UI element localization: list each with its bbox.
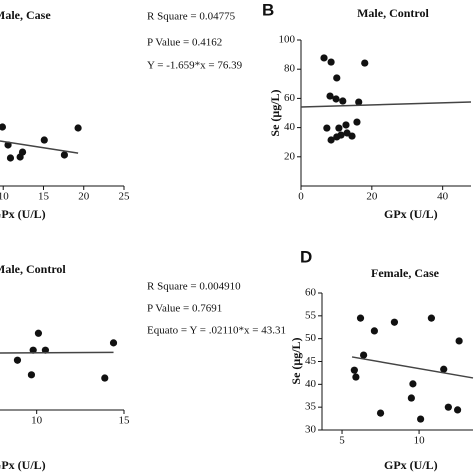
point: [352, 373, 360, 381]
x-axis-label: GPx (U/L): [384, 458, 438, 472]
point: [41, 346, 50, 354]
point: [327, 58, 335, 66]
point: [370, 327, 378, 335]
point: [360, 351, 368, 359]
point: [361, 59, 369, 67]
point: [109, 339, 118, 347]
point: [60, 151, 69, 159]
point: [339, 97, 347, 105]
y-tick-label: 55: [305, 309, 317, 321]
x-tick-label: 15: [119, 415, 131, 427]
annotation: R Square = 0.04775: [147, 11, 236, 23]
point: [390, 318, 399, 326]
x-tick-label: 20: [78, 191, 90, 203]
y-axis-label: Se (μg/L): [268, 89, 282, 136]
point: [27, 371, 36, 379]
point: [101, 374, 109, 382]
panel-title: Male, Case: [0, 8, 51, 22]
point: [18, 148, 27, 156]
y-tick-label: 20: [284, 150, 296, 162]
x-axis-label: GPx (U/L): [384, 207, 438, 221]
panel-title: Female, Case: [371, 266, 440, 280]
x-tick-label: 10: [31, 415, 43, 427]
panel-title: Male, Control: [0, 262, 66, 276]
x-tick-label: 5: [339, 435, 345, 447]
point: [376, 409, 385, 417]
x-axis-label: GPx (U/L): [0, 458, 46, 472]
x-axis-label: GPx (U/L): [0, 207, 46, 221]
panel-label: D: [300, 247, 312, 266]
y-tick-label: 35: [305, 401, 317, 413]
point: [343, 129, 351, 137]
point: [440, 365, 448, 373]
point: [353, 118, 361, 126]
point: [6, 154, 15, 162]
point: [455, 337, 463, 345]
panel-label: B: [262, 0, 274, 19]
trend-line: [351, 356, 474, 379]
point: [0, 123, 7, 131]
y-tick-label: 45: [305, 355, 317, 367]
y-tick-label: 80: [284, 63, 296, 75]
point: [342, 121, 350, 129]
point: [29, 346, 37, 354]
point: [320, 54, 328, 62]
x-tick-label: 0: [298, 191, 304, 203]
point: [40, 136, 48, 144]
x-tick-label: 25: [119, 191, 131, 203]
point: [34, 329, 43, 337]
x-tick-label: 10: [0, 191, 9, 203]
trend-line: [0, 140, 79, 154]
annotation: Equato = Y = .02110*x = 43.31: [147, 325, 286, 337]
y-tick-label: 60: [305, 287, 317, 299]
point: [333, 74, 341, 82]
point: [323, 124, 331, 132]
point: [333, 133, 341, 141]
point: [409, 380, 417, 388]
y-tick-label: 60: [284, 92, 296, 104]
annotation: P Value = 0.4162: [147, 37, 222, 49]
annotation: P Value = 0.7691: [147, 303, 222, 315]
point: [332, 95, 340, 103]
y-tick-label: 100: [279, 34, 296, 46]
annotation: Y = -1.659*x = 76.39: [147, 60, 243, 72]
panel-title: Male, Control: [357, 6, 429, 20]
x-tick-label: 40: [437, 191, 449, 203]
point: [350, 366, 358, 374]
point: [356, 314, 365, 322]
annotation: R Square = 0.004910: [147, 281, 241, 293]
point: [355, 98, 363, 106]
point: [13, 356, 22, 364]
point: [444, 403, 452, 411]
trend-line: [0, 351, 114, 354]
point: [453, 406, 462, 414]
point: [407, 394, 415, 402]
trend-line: [300, 101, 472, 108]
y-tick-label: 40: [305, 378, 317, 390]
x-tick-label: 15: [38, 191, 50, 203]
point: [335, 124, 343, 132]
point: [74, 124, 82, 132]
y-tick-label: 30: [305, 424, 317, 436]
point: [327, 136, 335, 144]
x-tick-label: 10: [414, 435, 426, 447]
y-tick-label: 50: [305, 332, 317, 344]
x-tick-label: 20: [366, 191, 378, 203]
point: [326, 92, 334, 100]
y-tick-label: 40: [284, 121, 296, 133]
point: [417, 415, 425, 423]
y-axis-label: Se (μg/L): [289, 337, 303, 384]
point: [427, 314, 435, 322]
